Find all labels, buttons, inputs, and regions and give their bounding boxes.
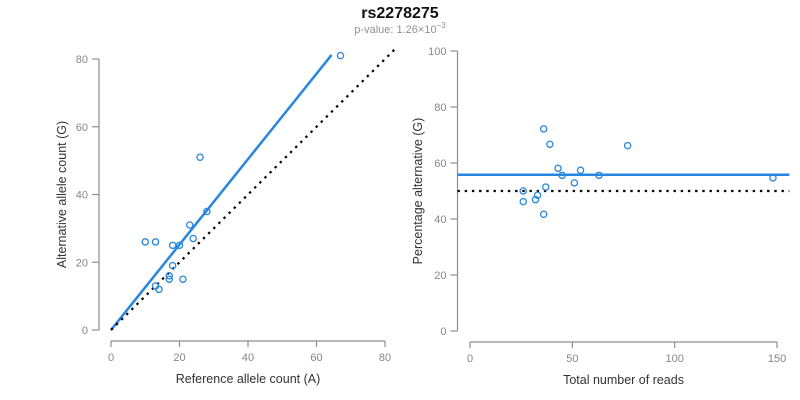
data-point: [151, 238, 160, 246]
left-scatter-plot: 0 20 40 60 80 0 20 40 60 80 Reference allele count…: [55, 48, 397, 386]
data-point: [168, 261, 177, 270]
x-tick-label: 0: [108, 352, 114, 364]
y-tick-label: 20: [76, 257, 88, 269]
x-tick-label: 50: [566, 353, 578, 365]
data-point: [203, 207, 211, 216]
data-point: [539, 125, 548, 133]
data-point: [196, 153, 204, 161]
data-point: [165, 275, 173, 283]
data-point: [531, 195, 540, 204]
data-point: [769, 174, 777, 182]
subtitle-text: p-value: 1.26×10: [354, 24, 437, 36]
y-tick-label: 100: [428, 46, 446, 58]
x-tick-label: 60: [310, 352, 322, 364]
figure-subtitle: p-value: 1.26×10−3: [0, 21, 800, 36]
x-tick-label: 0: [467, 353, 473, 365]
data-point: [165, 272, 173, 280]
y-tick-label: 20: [434, 270, 446, 282]
y-tick-label: 80: [76, 54, 88, 66]
data-point: [576, 166, 585, 175]
data-point: [554, 164, 562, 173]
x-axis-title: Total number of reads: [563, 373, 684, 387]
x-tick-label: 80: [379, 352, 391, 364]
data-point: [336, 51, 345, 60]
figure-title: rs2278275: [361, 5, 439, 22]
y-tick-label: 80: [434, 102, 446, 114]
data-point: [519, 187, 527, 195]
data-point: [541, 183, 550, 191]
y-tick-label: 60: [434, 158, 446, 170]
data-point: [570, 179, 579, 187]
y-tick-label: 0: [440, 326, 446, 338]
data-point: [519, 197, 527, 206]
y-tick-label: 40: [434, 214, 446, 226]
x-tick-label: 20: [173, 352, 185, 364]
y-tick-label: 0: [82, 325, 88, 337]
subtitle-exponent: −3: [436, 21, 446, 30]
x-axis-title: Reference allele count (A): [176, 372, 321, 386]
data-point: [595, 171, 603, 180]
data-point: [533, 191, 542, 199]
data-point: [186, 221, 194, 229]
data-point: [175, 241, 184, 250]
data-point: [168, 241, 177, 250]
data-point: [546, 140, 554, 148]
y-axis-title: Alternative allele count (G): [55, 121, 69, 268]
x-tick-label: 100: [666, 353, 684, 365]
y-axis-title: Percentage alternative (G): [411, 118, 425, 265]
fit-line: [110, 54, 333, 331]
x-tick-label: 150: [768, 353, 786, 365]
data-point: [155, 285, 163, 294]
identity-line: [110, 48, 397, 331]
data-point: [141, 238, 149, 246]
data-point: [558, 171, 566, 180]
x-tick-label: 40: [242, 352, 254, 364]
y-tick-label: 60: [76, 122, 88, 134]
y-tick-label: 40: [76, 190, 88, 202]
data-point: [179, 275, 187, 283]
right-scatter-plot: 0 50 100 150 0 20 40 60 80 100 Total number of rea…: [411, 46, 790, 387]
data-point: [623, 141, 632, 150]
data-point: [539, 210, 548, 218]
data-point: [189, 234, 197, 243]
